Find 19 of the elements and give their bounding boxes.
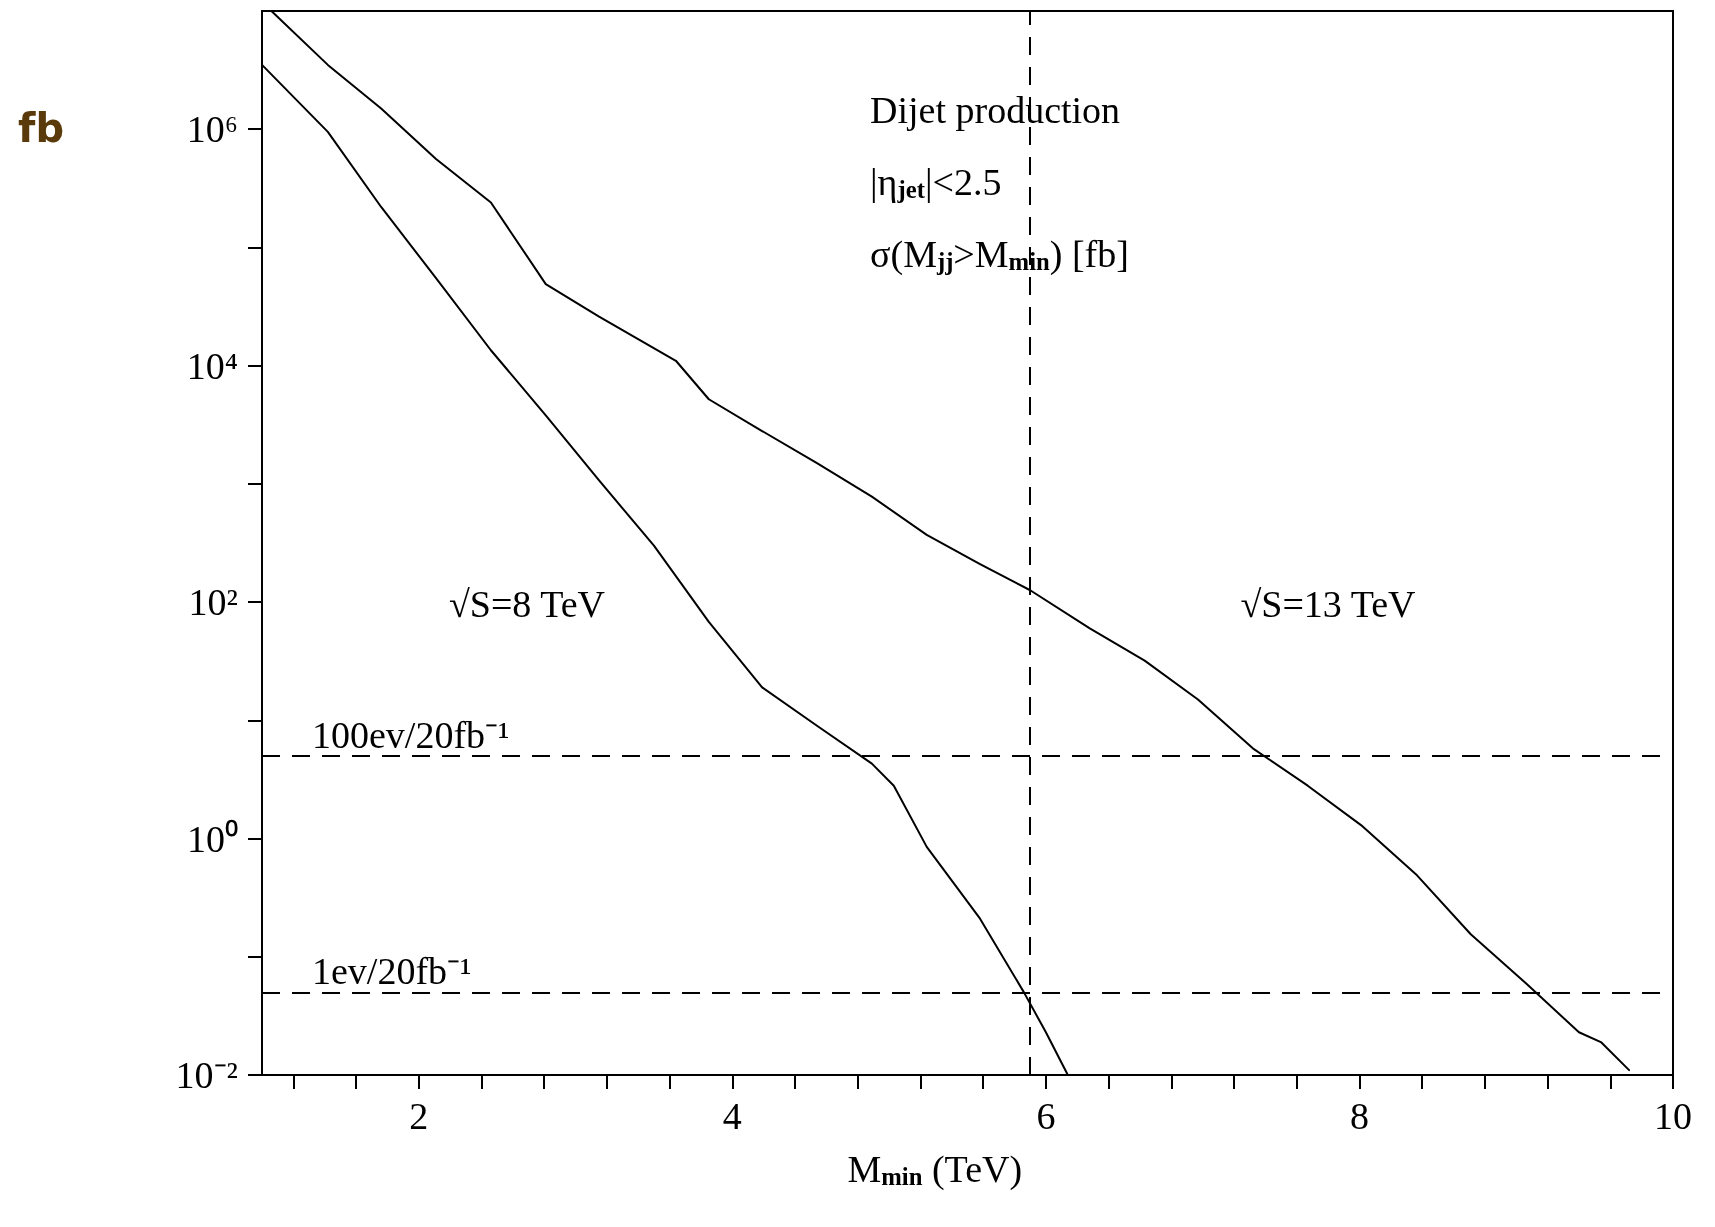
x-tick-label: 8	[1349, 1095, 1369, 1137]
annotation: √S=8 TeV	[448, 583, 606, 625]
y-tick-label: 10²	[188, 581, 238, 624]
annotation: √S=13 TeV	[1240, 583, 1417, 625]
y-tick-label: 10⁰	[187, 817, 238, 860]
x-axis-title: Mmin (TeV)	[847, 1148, 1023, 1191]
y-tick-label: 10⁻²	[175, 1054, 238, 1096]
y-axis-title: fb	[18, 105, 65, 151]
annotation: Dijet production	[870, 89, 1121, 131]
ref-line-label: 100ev/20fb⁻¹	[312, 713, 510, 756]
x-tick-label: 10	[1654, 1095, 1692, 1137]
y-tick-label: 10⁶	[186, 108, 238, 151]
annotation: σ(Mjj>Mmin) [fb]	[870, 233, 1129, 276]
ref-line-label: 1ev/20fb⁻¹	[312, 950, 472, 993]
y-tick-label: 10⁴	[186, 344, 238, 387]
annotation: |ηjet|<2.5	[870, 161, 1002, 203]
x-tick-label: 6	[1036, 1095, 1056, 1137]
x-tick-label: 2	[409, 1095, 429, 1137]
x-tick-label: 4	[722, 1095, 742, 1137]
